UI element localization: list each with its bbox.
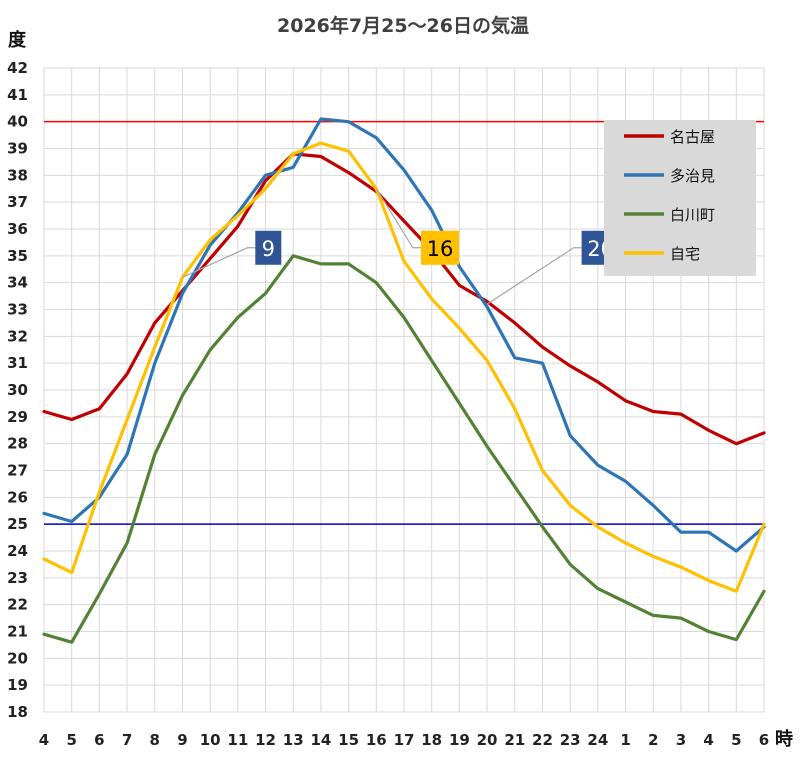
x-tick-label: 2 — [648, 731, 658, 749]
x-tick-label: 4 — [39, 731, 49, 749]
annotation-label: 16 — [427, 237, 454, 261]
series-line — [42, 117, 766, 553]
series-line — [42, 141, 766, 593]
x-tick-label: 21 — [504, 731, 525, 749]
annotation-box — [421, 230, 459, 265]
x-tick-label: 11 — [227, 731, 248, 749]
y-tick-label: 33 — [7, 301, 28, 319]
annotation-leader-line — [182, 247, 256, 278]
x-tick-label: 4 — [703, 731, 713, 749]
y-tick-label: 41 — [7, 86, 28, 104]
x-tick-label: 6 — [94, 731, 104, 749]
chart-title: 2026年7月25～26日の気温 — [277, 14, 529, 37]
y-tick-label: 30 — [7, 381, 28, 399]
y-tick-label: 25 — [7, 515, 28, 533]
x-tick-label: 24 — [587, 731, 608, 749]
x-tick-label: 1 — [620, 731, 630, 749]
y-axis-unit-label: 度 — [8, 29, 27, 51]
x-tick-label: 5 — [731, 731, 741, 749]
x-tick-label: 13 — [283, 731, 304, 749]
annotation-label: 9 — [262, 237, 275, 261]
y-tick-label: 24 — [7, 542, 28, 560]
y-tick-label: 32 — [7, 327, 28, 345]
x-tick-label: 12 — [255, 731, 276, 749]
legend-entry: 多治見 — [670, 167, 715, 185]
y-tick-label: 34 — [7, 274, 28, 292]
y-tick-label: 37 — [7, 193, 28, 211]
x-tick-label: 19 — [449, 731, 470, 749]
y-tick-label: 31 — [7, 354, 28, 372]
y-tick-label: 40 — [7, 113, 28, 131]
y-tick-label: 21 — [7, 623, 28, 641]
y-tick-label: 18 — [7, 703, 28, 721]
x-tick-label: 22 — [532, 731, 553, 749]
axis-labels: 1819202122232425262728293031323334353637… — [7, 59, 769, 749]
x-tick-label: 3 — [676, 731, 686, 749]
annotation-box — [255, 230, 282, 265]
y-tick-label: 27 — [7, 462, 28, 480]
y-tick-label: 42 — [7, 59, 28, 77]
legend-box — [604, 120, 756, 276]
y-tick-label: 22 — [7, 596, 28, 614]
y-tick-label: 23 — [7, 569, 28, 587]
y-tick-label: 29 — [7, 408, 28, 426]
y-tick-label: 26 — [7, 488, 28, 506]
x-tick-label: 10 — [200, 731, 221, 749]
annotation-leader-line — [375, 188, 421, 249]
x-tick-label: 5 — [66, 731, 76, 749]
x-tick-label: 8 — [150, 731, 160, 749]
y-tick-label: 19 — [7, 676, 28, 694]
x-tick-label: 14 — [310, 731, 331, 749]
x-tick-label: 17 — [394, 731, 415, 749]
x-tick-label: 18 — [421, 731, 442, 749]
y-tick-label: 38 — [7, 166, 28, 184]
y-tick-label: 35 — [7, 247, 28, 265]
legend-entry: 名古屋 — [670, 128, 715, 146]
y-tick-label: 20 — [7, 649, 28, 667]
y-tick-label: 36 — [7, 220, 28, 238]
series-line — [42, 254, 766, 644]
y-tick-label: 39 — [7, 140, 28, 158]
x-tick-label: 6 — [759, 731, 769, 749]
legend-entry: 自宅 — [670, 245, 700, 263]
legend-entry: 白川町 — [670, 206, 715, 224]
x-tick-label: 23 — [560, 731, 581, 749]
x-tick-label: 20 — [477, 731, 498, 749]
series-lines — [42, 117, 766, 644]
y-tick-label: 28 — [7, 435, 28, 453]
series-line — [42, 152, 766, 446]
x-tick-label: 7 — [122, 731, 132, 749]
x-tick-label: 16 — [366, 731, 387, 749]
x-tick-label: 9 — [177, 731, 187, 749]
x-axis-unit-label: 時 — [775, 729, 793, 750]
x-tick-label: 15 — [338, 731, 359, 749]
annotation-leader-line — [486, 247, 582, 305]
